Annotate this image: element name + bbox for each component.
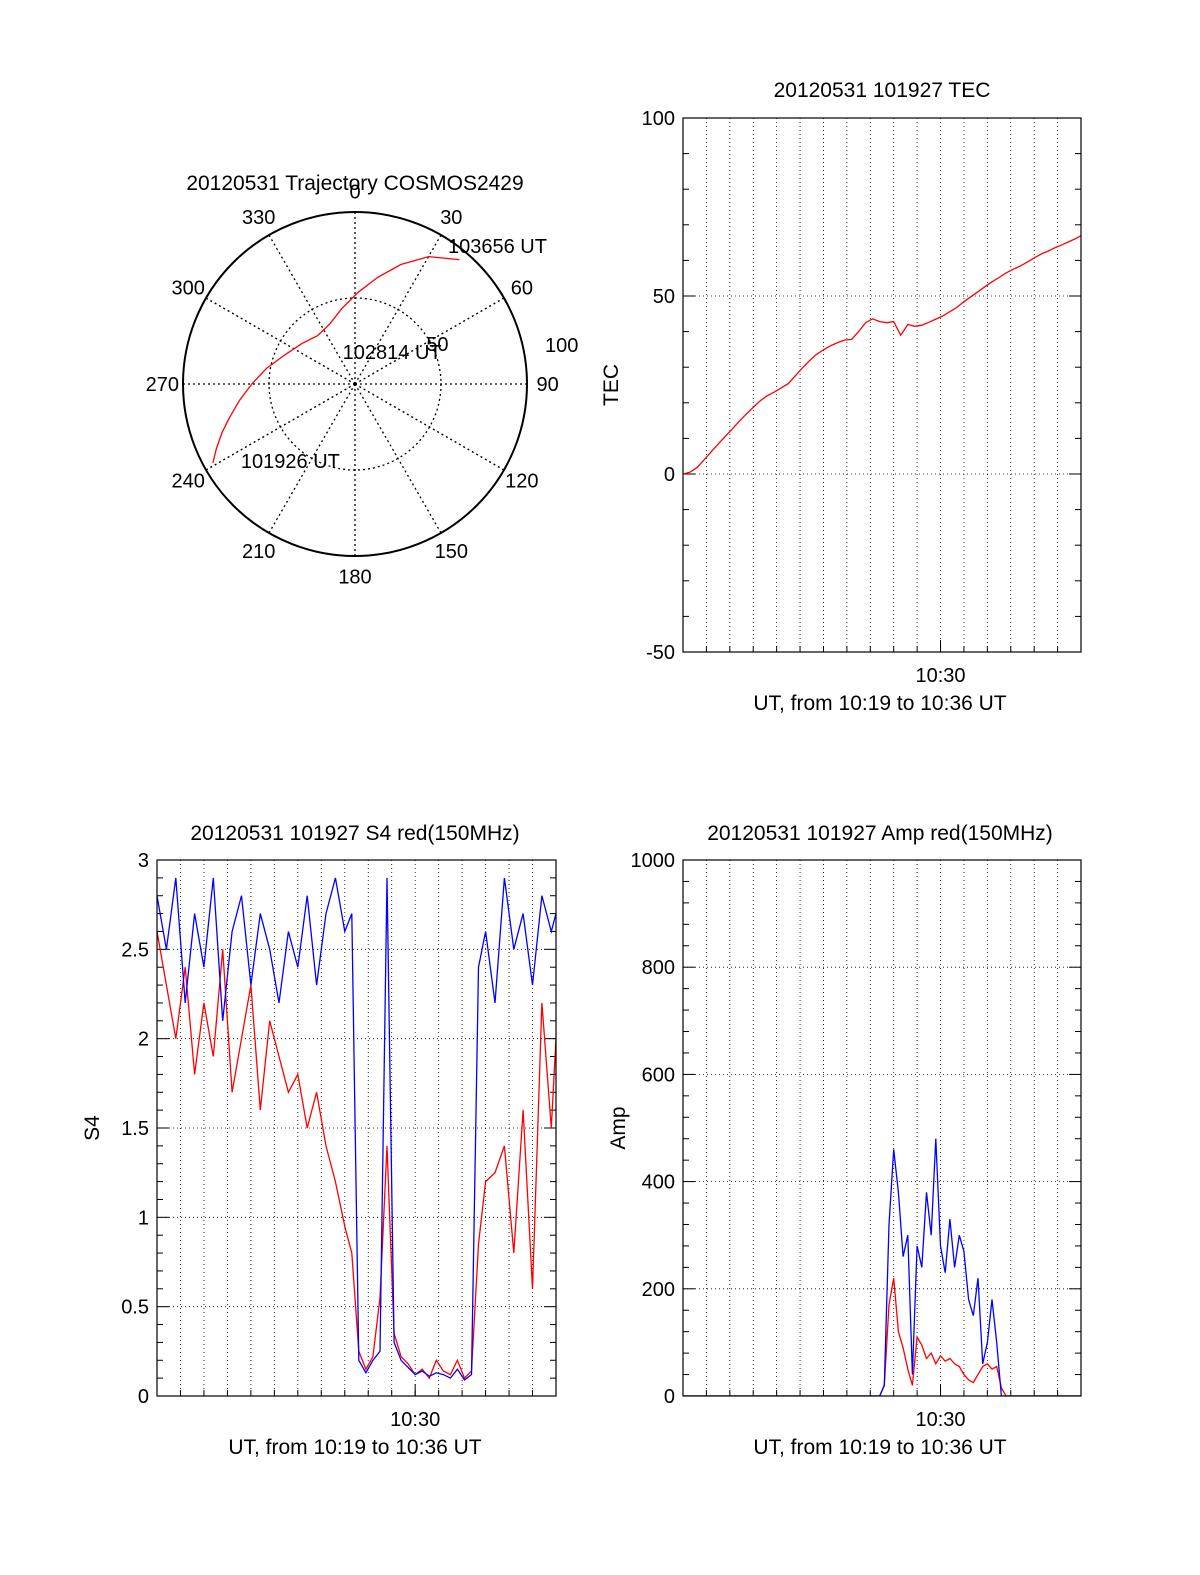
amp-plot-frame — [682, 859, 1082, 1397]
polar-angle-label-210: 210 — [242, 541, 275, 563]
amp-y-tick-label: 1000 — [631, 850, 676, 872]
polar-spoke-30 — [354, 234, 442, 385]
amp-line-chart: 20120531 101927 Amp red(150MHz) Amp UT, … — [607, 822, 1082, 1459]
polar-angle-labels: 0 30 60 90 120 150 180 210 240 270 300 330 100 50 — [146, 181, 579, 588]
polar-angle-label-240: 240 — [171, 470, 204, 492]
polar-trajectory-line — [212, 255, 460, 463]
s4-x-tick-label: 10:30 — [390, 1409, 440, 1431]
s4-y-tick-label: 1 — [138, 1207, 149, 1229]
s4-y-tick-label: 1.5 — [121, 1118, 149, 1140]
polar-inner-circle — [268, 297, 442, 471]
amp-y-axis-label: Amp — [607, 1106, 630, 1149]
tec-x-tick-label: 10:30 — [915, 665, 965, 687]
amp-x-tick-label: 10:30 — [915, 1409, 965, 1431]
amp-chart-title: 20120531 101927 Amp red(150MHz) — [707, 822, 1053, 845]
polar-angle-label-300: 300 — [171, 278, 204, 300]
polar-time-annotation: 101926 UT — [241, 451, 340, 473]
polar-angle-label-60: 60 — [511, 278, 533, 300]
s4-x-axis-label: UT, from 10:19 to 10:36 UT — [228, 1436, 481, 1459]
polar-outer-circle — [182, 211, 528, 557]
amp-grid — [683, 859, 1081, 1397]
polar-radial-label-100: 100 — [545, 335, 578, 357]
s4-grid — [157, 859, 556, 1397]
tec-y-tick-label: -50 — [646, 642, 675, 664]
s4-series-line-blue — [157, 877, 556, 1381]
amp-series-line-red — [683, 1277, 1081, 1396]
s4-y-tick-label: 2.5 — [121, 939, 149, 961]
polar-angle-label-270: 270 — [146, 374, 179, 396]
amp-y-tick-label: 800 — [642, 957, 675, 979]
polar-angle-label-120: 120 — [505, 470, 538, 492]
polar-angle-label-0: 0 — [349, 181, 360, 203]
tec-y-tick-label: 0 — [664, 464, 675, 486]
polar-spoke-240 — [205, 383, 356, 471]
s4-y-tick-label: 3 — [138, 850, 149, 872]
polar-angle-label-150: 150 — [435, 541, 468, 563]
polar-annotations: 103656 UT 102814 UT 101926 UT — [241, 236, 547, 473]
s4-chart-title: 20120531 101927 S4 red(150MHz) — [190, 822, 519, 845]
polar-chart-title: 20120531 Trajectory COSMOS2429 — [186, 172, 523, 195]
polar-radial-label-50: 50 — [426, 334, 448, 356]
tec-y-tick-label: 100 — [642, 108, 675, 130]
tec-series-line-red — [683, 234, 1081, 475]
polar-angle-label-180: 180 — [338, 567, 371, 589]
polar-spoke-330 — [268, 234, 356, 385]
polar-grid — [182, 211, 528, 557]
polar-spoke-150 — [354, 383, 442, 534]
s4-y-tick-label: 2 — [138, 1029, 149, 1051]
trajectory-polar-chart: 20120531 Trajectory COSMOS2429 0 30 60 90 12… — [146, 172, 579, 589]
polar-time-annotation: 103656 UT — [448, 236, 547, 258]
tec-chart-title: 20120531 101927 TEC — [774, 79, 991, 102]
tec-line-chart: 20120531 101927 TEC TEC UT, from 10:19 t… — [600, 79, 1082, 715]
polar-angle-label-30: 30 — [440, 207, 462, 229]
amp-y-tick-label: 0 — [664, 1386, 675, 1408]
s4-y-tick-label: 0.5 — [121, 1297, 149, 1319]
polar-trajectory-series — [212, 255, 460, 463]
amp-y-tick-label: 200 — [642, 1279, 675, 1301]
s4-series-line-red — [157, 931, 556, 1380]
polar-spoke-60 — [354, 297, 505, 385]
amp-y-tick-label: 600 — [642, 1064, 675, 1086]
amp-series-line-blue — [683, 1138, 1081, 1396]
s4-plot-frame — [156, 859, 557, 1397]
polar-spoke-300 — [205, 297, 356, 385]
polar-time-annotation: 102814 UT — [343, 342, 442, 364]
tec-x-axis-label: UT, from 10:19 to 10:36 UT — [753, 692, 1006, 715]
amp-x-axis-label: UT, from 10:19 to 10:36 UT — [753, 1436, 1006, 1459]
tec-y-tick-label: 50 — [653, 286, 675, 308]
s4-line-chart: 20120531 101927 S4 red(150MHz) S4 UT, fr… — [81, 822, 557, 1459]
tec-y-axis-label: TEC — [600, 364, 623, 406]
tec-grid — [683, 117, 1081, 653]
s4-y-axis-label: S4 — [81, 1115, 104, 1141]
tec-plot-frame — [682, 117, 1082, 653]
amp-y-tick-label: 400 — [642, 1172, 675, 1194]
polar-spoke-210 — [268, 383, 356, 534]
s4-y-tick-label: 0 — [138, 1386, 149, 1408]
polar-angle-label-330: 330 — [242, 207, 275, 229]
polar-angle-label-90: 90 — [537, 374, 559, 396]
